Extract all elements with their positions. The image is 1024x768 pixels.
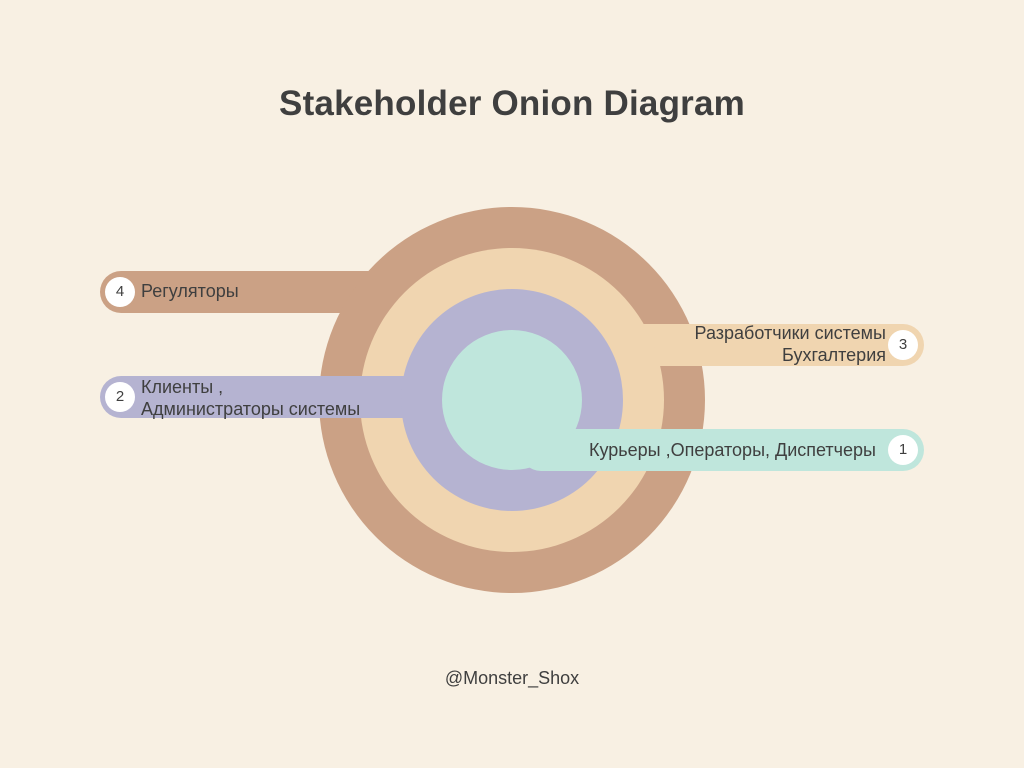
layer-3-label-line-2: Бухгалтерия <box>782 345 886 365</box>
layer-1-shape <box>442 330 924 471</box>
layer-3-connector-bar <box>620 324 924 366</box>
layer-3-number-badge: 3 <box>888 330 918 360</box>
layer-1-number-badge: 1 <box>888 435 918 465</box>
layer-3-label-line-1: Разработчики системы <box>694 323 886 343</box>
footer-credit: @Monster_Shox <box>444 668 580 688</box>
layer-3-label: Разработчики системы Бухгалтерия <box>695 322 886 366</box>
layer-4-connector-bar <box>100 271 400 313</box>
layer-2-label: Клиенты , Администраторы системы <box>141 376 360 420</box>
layer-2-number-badge: 2 <box>105 382 135 412</box>
layer-4-label-line-1: Регуляторы <box>141 281 239 301</box>
layer-2-label-line-2: Администраторы системы <box>141 399 361 419</box>
layer-1-label: Курьеры ,Операторы, Диспетчеры <box>589 439 876 461</box>
layer-1-label-line-1: Курьеры ,Операторы, Диспетчеры <box>588 440 876 460</box>
layer-4-label: Регуляторы <box>141 280 239 302</box>
layer-2-label-line-1: Клиенты , <box>141 377 224 397</box>
diagram-title: Stakeholder Onion Diagram <box>279 84 745 123</box>
layer-1-core <box>442 330 582 470</box>
layer-1-connector-bar <box>520 429 924 471</box>
layer-2-connector-bar <box>100 376 440 418</box>
layer-4-number-badge: 4 <box>105 277 135 307</box>
